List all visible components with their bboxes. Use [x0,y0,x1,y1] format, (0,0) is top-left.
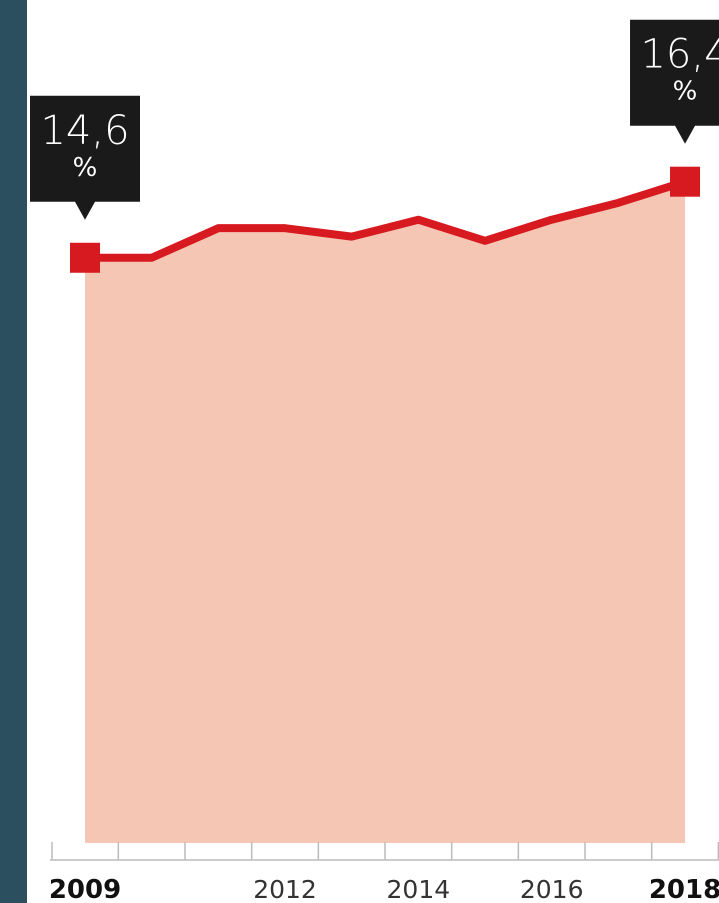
data-label-unit: % [673,77,698,107]
data-label: 16,4 [640,32,719,78]
data-label: 14,6 [40,108,129,154]
marker [70,242,100,273]
x-tick-label: 2012 [253,875,317,903]
x-tick-label: 2014 [387,875,451,903]
x-tick-label: 2016 [520,875,584,903]
data-label-unit: % [73,153,98,183]
callout [30,95,140,220]
marker [670,166,701,197]
callout [630,19,719,144]
x-tick-label: 2018 [649,875,719,903]
side-strip [0,0,27,903]
x-tick-label: 2009 [49,875,121,903]
area [85,181,686,844]
line [85,177,687,262]
